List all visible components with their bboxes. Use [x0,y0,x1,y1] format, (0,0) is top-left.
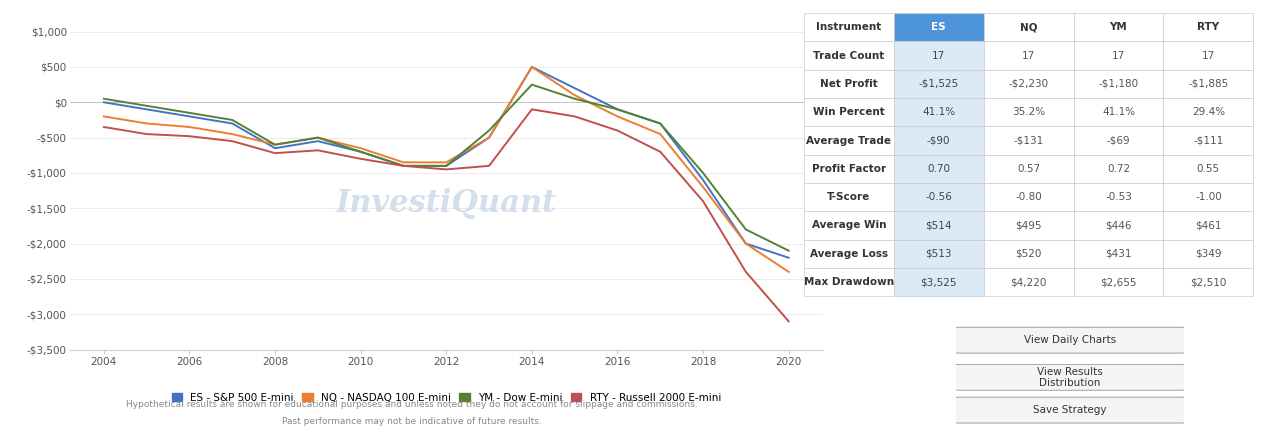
Text: Hypothetical results are shown for educational purposes and unless noted they do: Hypothetical results are shown for educa… [125,399,698,409]
Legend: ES - S&P 500 E-mini, NQ - NASDAQ 100 E-mini, YM - Dow E-mini, RTY - Russell 2000: ES - S&P 500 E-mini, NQ - NASDAQ 100 E-m… [172,392,720,402]
Text: InvestiQuant: InvestiQuant [335,188,557,219]
Text: Save Strategy: Save Strategy [1033,405,1106,415]
FancyBboxPatch shape [951,397,1189,423]
FancyBboxPatch shape [951,327,1189,353]
FancyBboxPatch shape [951,364,1189,390]
Text: View Daily Charts: View Daily Charts [1024,335,1115,345]
Text: Past performance may not be indicative of future results.: Past performance may not be indicative o… [281,417,542,426]
Text: View Results
Distribution: View Results Distribution [1037,367,1103,388]
